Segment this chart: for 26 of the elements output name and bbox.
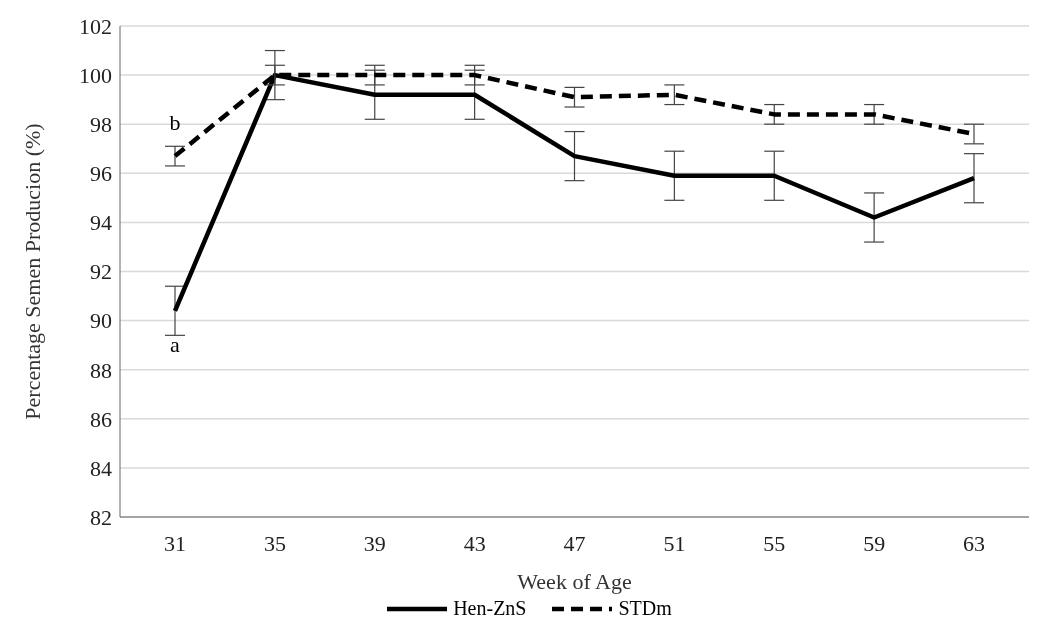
y-tick-label: 88 (90, 357, 112, 383)
y-tick-label: 86 (90, 406, 112, 432)
x-tick-label: 31 (164, 530, 186, 556)
annotation: b (169, 110, 181, 136)
x-tick-label: 51 (663, 530, 686, 556)
y-tick-label: 96 (90, 161, 112, 187)
x-tick-label: 55 (763, 530, 786, 556)
y-tick-label: 82 (90, 504, 112, 530)
x-tick-label: 47 (563, 530, 586, 556)
x-tick-label: 63 (963, 530, 985, 556)
y-axis-title: Percentage Semen Producion (%) (19, 123, 45, 420)
y-tick-label: 100 (79, 62, 112, 88)
y-tick-label: 84 (90, 455, 112, 481)
x-tick-label: 59 (863, 530, 886, 556)
x-axis-title: Week of Age (517, 569, 632, 594)
annotation: a (170, 332, 181, 358)
y-tick-label: 94 (90, 210, 112, 236)
y-tick-label: 90 (90, 308, 112, 334)
x-tick-label: 39 (363, 530, 386, 556)
legend-label: STDm (618, 597, 672, 620)
x-tick-label: 43 (463, 530, 486, 556)
y-tick-label: 92 (90, 259, 112, 285)
y-tick-label: 98 (90, 112, 112, 138)
legend-label: Hen-ZnS (453, 597, 527, 620)
x-tick-label: 35 (263, 530, 286, 556)
y-tick-label: 102 (79, 13, 112, 39)
